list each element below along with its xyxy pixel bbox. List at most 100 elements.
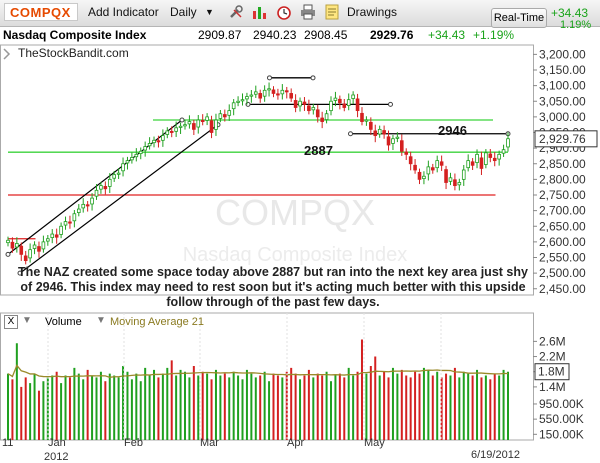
candle-body xyxy=(236,100,240,103)
channel-upper-line xyxy=(7,119,183,255)
candle-body xyxy=(205,116,209,121)
percent-value: +1.19% xyxy=(473,28,515,42)
candle-body xyxy=(346,99,351,106)
add-indicator-button[interactable]: Add Indicator xyxy=(88,5,159,19)
candle-body xyxy=(59,225,63,235)
price-tick-label: 2,800.00 xyxy=(539,172,586,186)
candle-body xyxy=(267,88,271,91)
brand-text: TheStockBandit.com xyxy=(18,46,129,60)
candle-body xyxy=(130,157,134,161)
candle-body xyxy=(192,123,196,130)
bar-chart-icon[interactable] xyxy=(252,4,268,20)
commentary-text: The NAZ created some space today above 2… xyxy=(18,265,528,309)
candle-body xyxy=(276,93,280,96)
volume-tick-label: 2.2M xyxy=(539,350,566,364)
period-select[interactable]: Daily xyxy=(170,5,197,19)
volume-tick-label: 550.00K xyxy=(539,412,584,426)
printer-icon[interactable] xyxy=(300,4,316,20)
candle-body xyxy=(293,100,298,108)
price-tick-label: 2,750.00 xyxy=(539,188,586,202)
candle-body xyxy=(231,102,236,110)
last-price-label: 2,929.76 xyxy=(539,132,586,146)
index-name: Nasdaq Composite Index xyxy=(3,28,147,42)
candle-body xyxy=(121,163,125,172)
line-handle xyxy=(267,75,272,81)
candle-body xyxy=(209,120,214,133)
candle-body xyxy=(360,112,364,122)
price-tick-label: 2,550.00 xyxy=(539,251,586,265)
candle-body xyxy=(355,98,360,112)
volume-current-label: 1.8M xyxy=(538,365,565,379)
candle-body xyxy=(187,121,192,125)
candle-body xyxy=(435,160,440,169)
candle-body xyxy=(94,189,99,197)
candle-body xyxy=(63,221,68,226)
price-tick-label: 3,200.00 xyxy=(539,47,586,61)
period-dropdown-icon[interactable]: ▼ xyxy=(205,7,214,17)
candle-body xyxy=(23,255,28,262)
candle-body xyxy=(298,100,302,107)
candle-body xyxy=(223,114,227,118)
candle-body xyxy=(329,100,333,112)
candle-body xyxy=(395,136,400,139)
candle-body xyxy=(90,197,94,205)
chevron-down-icon[interactable]: ▼ xyxy=(96,315,106,326)
line-handle xyxy=(388,101,393,107)
candle-body xyxy=(196,119,201,128)
volume-panel[interactable] xyxy=(0,312,534,441)
level-label-2946: 2946 xyxy=(438,123,467,138)
candle-body xyxy=(461,169,466,180)
price-panel-frame xyxy=(0,44,534,296)
price-panel[interactable] xyxy=(0,44,534,296)
symbol-input[interactable]: COMPQX xyxy=(4,3,78,21)
close-panel-button[interactable]: X xyxy=(4,315,18,329)
wrench-icon[interactable] xyxy=(228,4,244,20)
candle-body xyxy=(178,125,183,128)
candle-body xyxy=(249,94,254,97)
candle-body xyxy=(271,89,276,94)
candle-body xyxy=(169,130,174,133)
watermark-symbol: COMPQX xyxy=(215,192,375,233)
chart-area[interactable]: COMPQX Nasdaq Composite Index TheStockBa… xyxy=(0,43,600,463)
volume-tick-label: 950.00K xyxy=(539,397,584,411)
candle-body xyxy=(214,119,218,130)
drawings-button[interactable]: Drawings xyxy=(347,5,398,19)
candle-body xyxy=(444,169,448,183)
change-value: +34.43 xyxy=(428,28,466,42)
open-value: 2909.87 xyxy=(198,28,242,42)
brand-label: TheStockBandit.com xyxy=(3,46,129,60)
candle-body xyxy=(284,90,289,93)
candle-body xyxy=(32,244,37,249)
time-tick-label: 6/19/2012 xyxy=(471,449,520,461)
candle-body xyxy=(76,208,81,213)
candle-body xyxy=(85,204,90,207)
moving-average-line xyxy=(7,364,508,378)
price-tick-label: 3,050.00 xyxy=(539,94,586,108)
chevron-down-icon[interactable]: ▼ xyxy=(22,315,32,326)
candle-body xyxy=(448,177,453,182)
candle-body xyxy=(19,245,24,255)
realtime-change: +34.43 xyxy=(551,6,589,20)
chevron-right-icon xyxy=(3,48,11,60)
candles-layer xyxy=(6,82,510,265)
candle-body xyxy=(161,135,165,141)
channel-lower-line xyxy=(19,124,219,274)
alarm-clock-icon[interactable] xyxy=(276,4,292,20)
candle-body xyxy=(103,186,108,190)
candle-body xyxy=(404,151,409,155)
candle-body xyxy=(506,138,510,148)
candle-body xyxy=(386,136,391,146)
realtime-button[interactable]: Real-Time xyxy=(491,8,547,28)
candle-body xyxy=(413,164,417,171)
candle-body xyxy=(400,140,404,152)
price-tick-label: 2,850.00 xyxy=(539,157,586,171)
candle-body xyxy=(134,153,139,158)
candle-body xyxy=(37,246,41,252)
time-tick-label: May xyxy=(364,437,385,449)
price-tick-label: 3,000.00 xyxy=(539,110,586,124)
levels-layer xyxy=(5,75,511,276)
candle-body xyxy=(492,157,497,162)
notes-icon[interactable] xyxy=(324,4,340,20)
last-price-box xyxy=(534,130,598,148)
candle-body xyxy=(302,101,307,105)
